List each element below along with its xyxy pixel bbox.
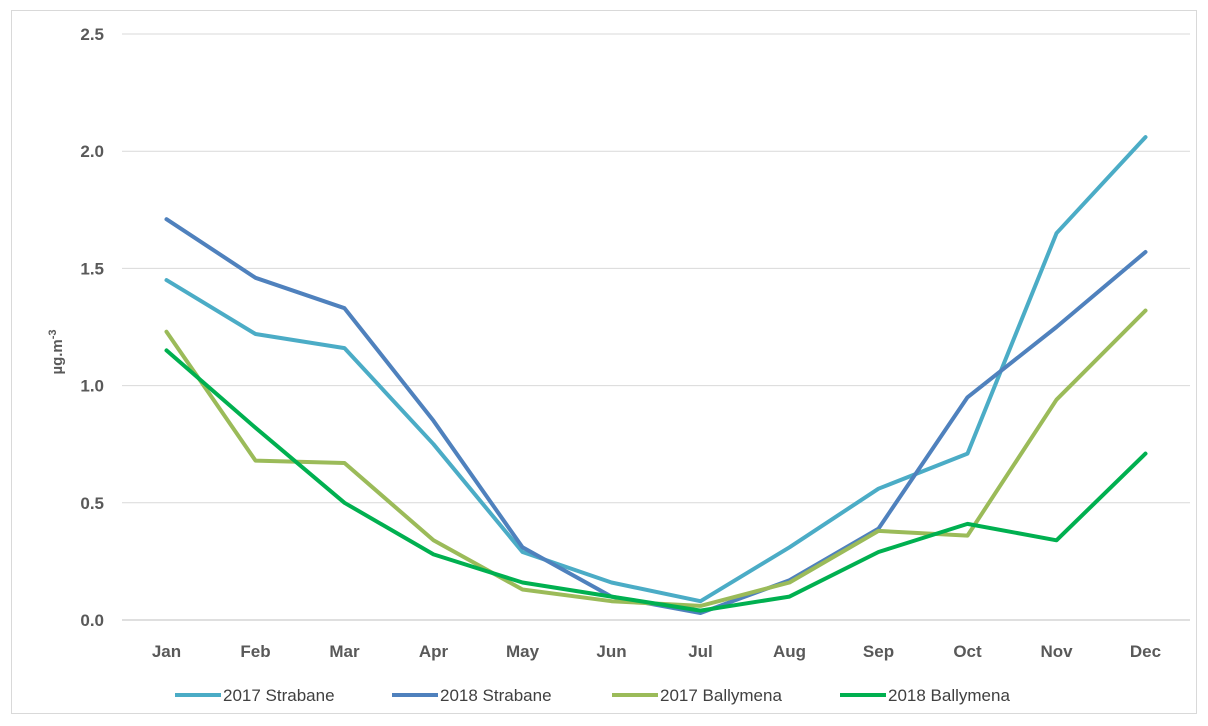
legend-item: 2017 Strabane bbox=[175, 686, 335, 705]
series-line bbox=[164, 135, 1148, 604]
x-tick-label: Apr bbox=[419, 642, 449, 661]
series-lines bbox=[164, 135, 1148, 615]
x-tick-label: Jun bbox=[596, 642, 626, 661]
legend-label: 2017 Strabane bbox=[223, 686, 335, 705]
y-axis-ticks: 0.0 0.5 1.0 1.5 2.0 2.5 bbox=[80, 25, 104, 630]
x-tick-label: Oct bbox=[953, 642, 982, 661]
y-axis-label: µg.m-3 bbox=[47, 329, 66, 374]
y-tick-label: 2.0 bbox=[80, 142, 104, 161]
legend-label: 2018 Strabane bbox=[440, 686, 552, 705]
legend-label: 2017 Ballymena bbox=[660, 686, 782, 705]
x-tick-label: Sep bbox=[863, 642, 894, 661]
x-tick-label: Aug bbox=[773, 642, 806, 661]
legend-item: 2018 Strabane bbox=[392, 686, 552, 705]
x-tick-label: Jan bbox=[152, 642, 181, 661]
legend: 2017 Strabane 2018 Strabane 2017 Ballymena… bbox=[175, 686, 1010, 705]
legend-item: 2018 Ballymena bbox=[840, 686, 1010, 705]
x-tick-label: Feb bbox=[240, 642, 270, 661]
y-tick-label: 0.0 bbox=[80, 611, 104, 630]
y-tick-label: 0.5 bbox=[80, 494, 104, 513]
y-tick-label: 1.0 bbox=[80, 377, 104, 396]
x-tick-label: Jul bbox=[688, 642, 713, 661]
series-line bbox=[164, 217, 1148, 615]
x-tick-label: May bbox=[506, 642, 540, 661]
legend-item: 2017 Ballymena bbox=[612, 686, 782, 705]
x-tick-label: Dec bbox=[1130, 642, 1161, 661]
y-tick-label: 2.5 bbox=[80, 25, 104, 44]
x-tick-label: Mar bbox=[329, 642, 360, 661]
series-line bbox=[164, 308, 1148, 608]
legend-label: 2018 Ballymena bbox=[888, 686, 1010, 705]
x-tick-label: Nov bbox=[1040, 642, 1073, 661]
x-axis-ticks: Jan Feb Mar Apr May Jun Jul Aug Sep Oct Nov Dec bbox=[152, 642, 1161, 661]
y-tick-label: 1.5 bbox=[80, 259, 104, 278]
series-line bbox=[164, 348, 1148, 613]
gridlines bbox=[122, 33, 1190, 621]
